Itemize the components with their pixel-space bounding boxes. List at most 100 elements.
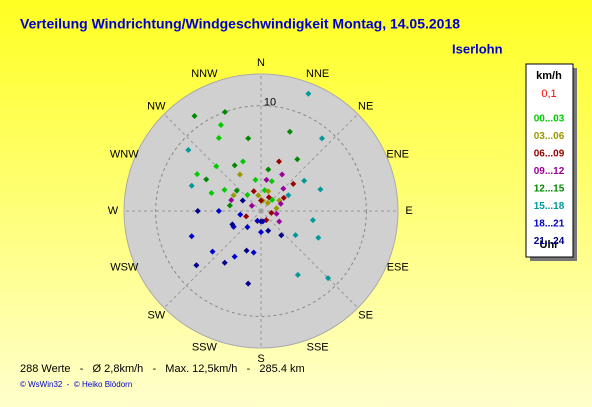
legend-box <box>525 63 574 258</box>
legend-entry: 06...09 <box>534 149 565 160</box>
point <box>209 248 216 255</box>
point <box>245 135 252 142</box>
point <box>226 202 233 209</box>
point <box>230 192 237 199</box>
spoke <box>163 210 262 309</box>
direction-label: WNW <box>110 148 139 160</box>
point <box>286 128 293 135</box>
point <box>221 108 228 115</box>
direction-label: W <box>108 205 119 217</box>
point <box>309 217 316 224</box>
point <box>285 192 292 199</box>
point <box>263 176 270 183</box>
point <box>276 158 283 165</box>
point <box>239 197 246 204</box>
point <box>265 188 272 195</box>
direction-label: S <box>257 353 264 365</box>
legend-entry: 15...18 <box>534 201 565 212</box>
legend-title: km/h <box>536 70 562 82</box>
legend-calm: 0,1 <box>541 88 556 100</box>
point <box>208 189 215 196</box>
legend-entry: 21...24 <box>534 236 565 247</box>
point <box>250 249 257 256</box>
point <box>315 234 322 241</box>
footer: 288 Werte - Ø 2,8km/h - Max. 12,5km/h - … <box>20 363 305 375</box>
point <box>236 171 243 178</box>
point <box>239 158 246 165</box>
point <box>215 208 222 214</box>
point <box>194 208 201 214</box>
legend-footer: Uhr <box>540 239 560 251</box>
direction-label: NNE <box>306 68 329 80</box>
point <box>245 280 252 287</box>
location: Iserlohn <box>452 41 503 56</box>
direction-label: E <box>405 205 412 217</box>
spoke <box>163 113 262 212</box>
point <box>265 166 272 173</box>
point <box>229 221 236 228</box>
point <box>185 147 192 154</box>
point <box>203 176 210 183</box>
chart-title: Verteilung Windrichtung/Windgeschwindigk… <box>20 16 460 32</box>
point <box>258 197 264 204</box>
point <box>243 247 250 254</box>
point <box>279 171 286 178</box>
legend-entry: 03...06 <box>534 131 565 142</box>
point <box>280 194 287 201</box>
point <box>258 218 264 225</box>
point <box>265 194 272 201</box>
point <box>305 90 312 97</box>
point <box>264 199 271 206</box>
point <box>292 232 299 239</box>
point <box>228 197 235 204</box>
direction-label: N <box>257 57 265 69</box>
point <box>191 113 198 120</box>
spoke <box>260 210 359 309</box>
point <box>258 229 264 236</box>
point <box>277 200 284 207</box>
direction-label: WSW <box>110 262 139 274</box>
point <box>278 232 285 239</box>
point <box>194 171 201 178</box>
legend-entry: 18...21 <box>534 219 565 230</box>
point <box>213 163 220 170</box>
credit: © WsWin32 - © Heiko Blödorn <box>20 380 132 389</box>
point <box>244 191 251 198</box>
point <box>193 262 200 269</box>
point <box>290 180 297 187</box>
point <box>294 156 301 163</box>
direction-label: SW <box>147 310 165 322</box>
point <box>325 275 332 282</box>
direction-label: ESE <box>387 262 409 274</box>
legend-entry: 00...03 <box>534 114 565 125</box>
point <box>217 122 224 129</box>
point <box>188 233 195 240</box>
point <box>231 162 238 169</box>
direction-label: ENE <box>386 148 409 160</box>
direction-label: NW <box>147 100 166 112</box>
point <box>243 213 250 220</box>
point <box>188 182 195 189</box>
point <box>276 218 283 225</box>
point <box>237 211 244 218</box>
point <box>252 176 259 183</box>
point <box>265 227 272 234</box>
point <box>233 187 240 194</box>
point <box>250 188 257 195</box>
ring <box>155 105 367 317</box>
point <box>231 253 238 260</box>
point <box>215 134 222 141</box>
r-tick-label: 10 <box>264 97 276 109</box>
direction-label: SSW <box>192 342 218 354</box>
direction-label: SE <box>358 310 373 322</box>
spoke <box>260 113 359 212</box>
point <box>248 202 255 209</box>
point <box>318 135 325 142</box>
point <box>268 209 275 216</box>
point <box>244 224 251 231</box>
direction-label: NNW <box>191 68 218 80</box>
point <box>317 186 324 193</box>
point <box>280 185 287 192</box>
legend-entry: 09...12 <box>534 166 565 177</box>
